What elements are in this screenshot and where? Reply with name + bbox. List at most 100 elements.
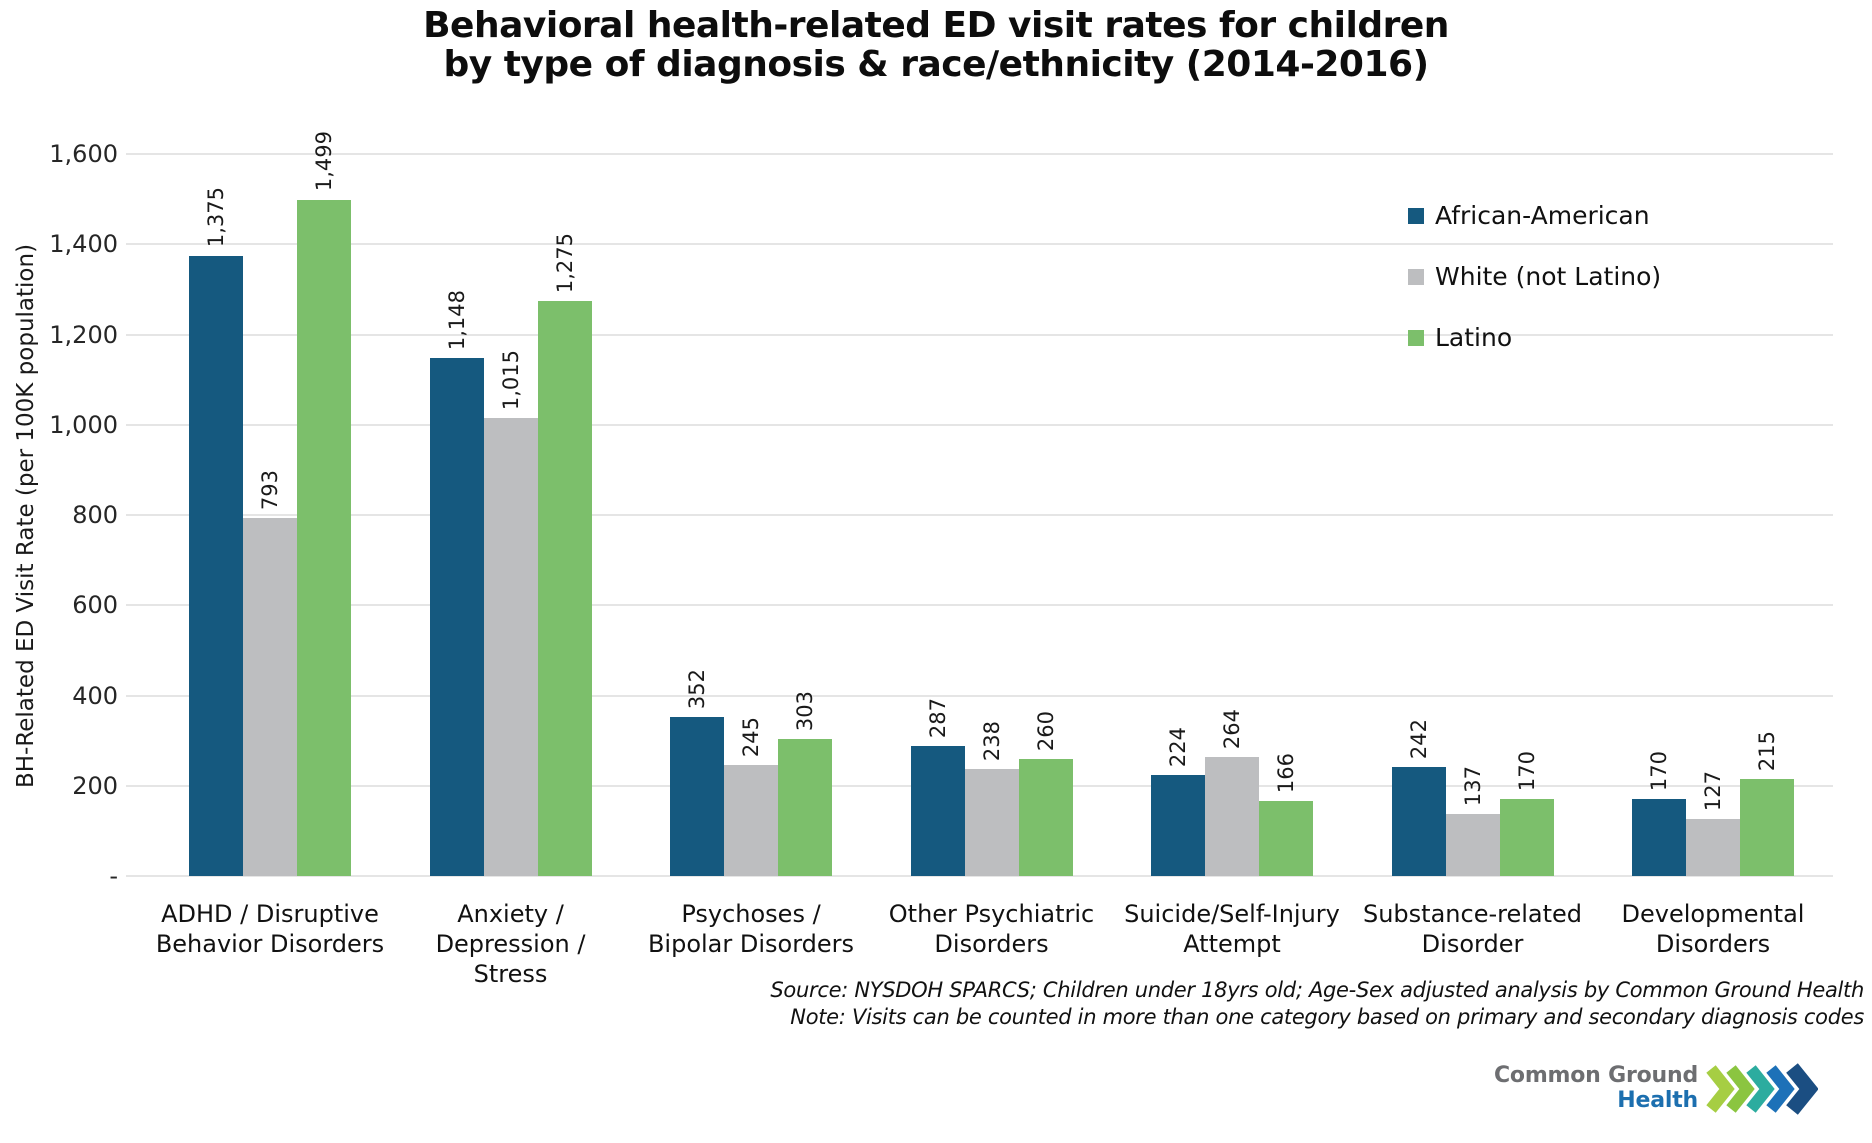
bar (1740, 778, 1794, 876)
bar (1018, 758, 1073, 876)
legend-swatch (1408, 268, 1424, 285)
bar (297, 199, 351, 876)
chevron-icon (1786, 1063, 1818, 1115)
bar-value-label: 242 (1392, 619, 1446, 759)
bar-value-text: 238 (979, 720, 1004, 761)
bar (1445, 814, 1500, 876)
bar (724, 765, 778, 876)
x-category-label: Psychoses / Bipolar Disorders (647, 900, 855, 958)
chevron-icon (1766, 1065, 1795, 1113)
bar (483, 417, 538, 876)
logo-chevrons-icon (1706, 1063, 1818, 1115)
bar-value-text: 260 (1033, 710, 1058, 751)
legend-swatch (1408, 329, 1424, 346)
bar-value-label: 224 (1151, 627, 1205, 767)
bar-value-label: 1,499 (297, 52, 351, 192)
bar (537, 300, 592, 876)
bar-value-text: 793 (258, 470, 282, 511)
y-tick-label: 800 (72, 501, 118, 529)
bar (1259, 801, 1313, 876)
gridline (126, 423, 1833, 426)
logo: Common Ground Health (1494, 1063, 1698, 1113)
bar-value-label: 793 (243, 370, 297, 510)
bar (1632, 799, 1686, 876)
bar-value-text: 1,015 (498, 349, 523, 410)
bar (1499, 799, 1554, 876)
bar (243, 518, 297, 876)
bar-value-label: 1,015 (484, 270, 538, 410)
bar (1391, 766, 1446, 876)
chevron-icon (1726, 1065, 1755, 1113)
chart-title-line1: Behavioral health-related ED visit rates… (423, 5, 1449, 46)
gridline (126, 243, 1833, 246)
gridline (126, 333, 1833, 336)
source-text: Source: NYSDOH SPARCS; Children under 18… (770, 978, 1864, 1002)
bar-value-text: 352 (685, 669, 709, 710)
bar-value-text: 242 (1406, 718, 1431, 759)
chevron-icon (1746, 1065, 1775, 1113)
bar-value-label: 1,275 (538, 153, 592, 293)
legend-label: African-American (1435, 201, 1650, 230)
bar (778, 739, 832, 876)
x-category-label: Substance-related Disorder (1362, 900, 1583, 958)
x-category-label: Developmental Disorders (1621, 900, 1805, 958)
bar (429, 357, 484, 876)
bar (1205, 756, 1259, 876)
x-category-label: Anxiety / Depression / Stress (435, 900, 586, 988)
bar (910, 746, 965, 876)
x-category-label: Other Psychiatric Disorders (888, 900, 1095, 958)
bar-value-label: 260 (1019, 611, 1073, 751)
logo-text-health: Health (1617, 1088, 1698, 1113)
chevron-icon (1706, 1065, 1735, 1113)
bar-value-text: 215 (1755, 730, 1779, 771)
bar-value-label: 137 (1446, 666, 1500, 806)
chart-title-line2: by type of diagnosis & race/ethnicity (2… (443, 44, 1429, 85)
bar-value-label: 170 (1632, 651, 1686, 791)
y-tick-label: 1,000 (49, 410, 118, 439)
bar (670, 717, 724, 876)
gridline (126, 694, 1833, 697)
bar-value-text: 245 (739, 717, 763, 758)
y-tick-label: 1,600 (49, 140, 118, 168)
y-tick-label: 400 (72, 681, 118, 710)
gridline (126, 153, 1833, 155)
bar-value-text: 303 (793, 691, 817, 732)
x-category-label: Suicide/Self-Injury Attempt (1124, 900, 1340, 958)
legend-item: Latino (1408, 323, 1512, 352)
bar-value-text: 1,499 (312, 131, 336, 192)
bar-value-text: 170 (1514, 751, 1539, 792)
bar-value-label: 170 (1500, 651, 1554, 791)
y-tick-label: 600 (72, 591, 118, 620)
bar-value-label: 166 (1259, 653, 1313, 793)
note-text: Note: Visits can be counted in more than… (790, 1005, 1864, 1029)
bar-value-text: 1,148 (444, 289, 469, 350)
bar-value-label: 303 (778, 591, 832, 731)
gridline (126, 604, 1833, 607)
bar-value-label: 1,375 (189, 108, 243, 247)
chart-title: Behavioral health-related ED visit rates… (0, 6, 1872, 84)
x-category-label: ADHD / Disruptive Behavior Disorders (155, 900, 385, 958)
bar-value-label: 352 (670, 569, 724, 709)
bar-value-text: 224 (1166, 726, 1190, 767)
logo-text-common-ground: Common Ground (1493, 1063, 1698, 1088)
bar (964, 768, 1019, 876)
gridline (126, 875, 1833, 877)
bar-value-label: 127 (1686, 671, 1740, 811)
bar (1151, 774, 1205, 876)
bar-value-text: 264 (1220, 708, 1244, 749)
bar-value-label: 287 (911, 598, 965, 738)
legend-item: White (not Latino) (1408, 262, 1661, 291)
legend-swatch (1408, 207, 1424, 224)
y-tick-label: 1,400 (49, 230, 118, 259)
legend-label: Latino (1435, 323, 1513, 352)
bar-value-label: 215 (1740, 631, 1794, 771)
bar-value-text: 166 (1274, 752, 1298, 794)
bar-value-text: 127 (1701, 770, 1725, 811)
y-tick-label: 200 (72, 771, 118, 800)
y-tick-label: - (109, 862, 118, 890)
bar-value-label: 245 (724, 617, 778, 757)
bar-value-label: 238 (965, 621, 1019, 761)
gridline (126, 514, 1833, 516)
bar-value-text: 170 (1647, 751, 1671, 792)
